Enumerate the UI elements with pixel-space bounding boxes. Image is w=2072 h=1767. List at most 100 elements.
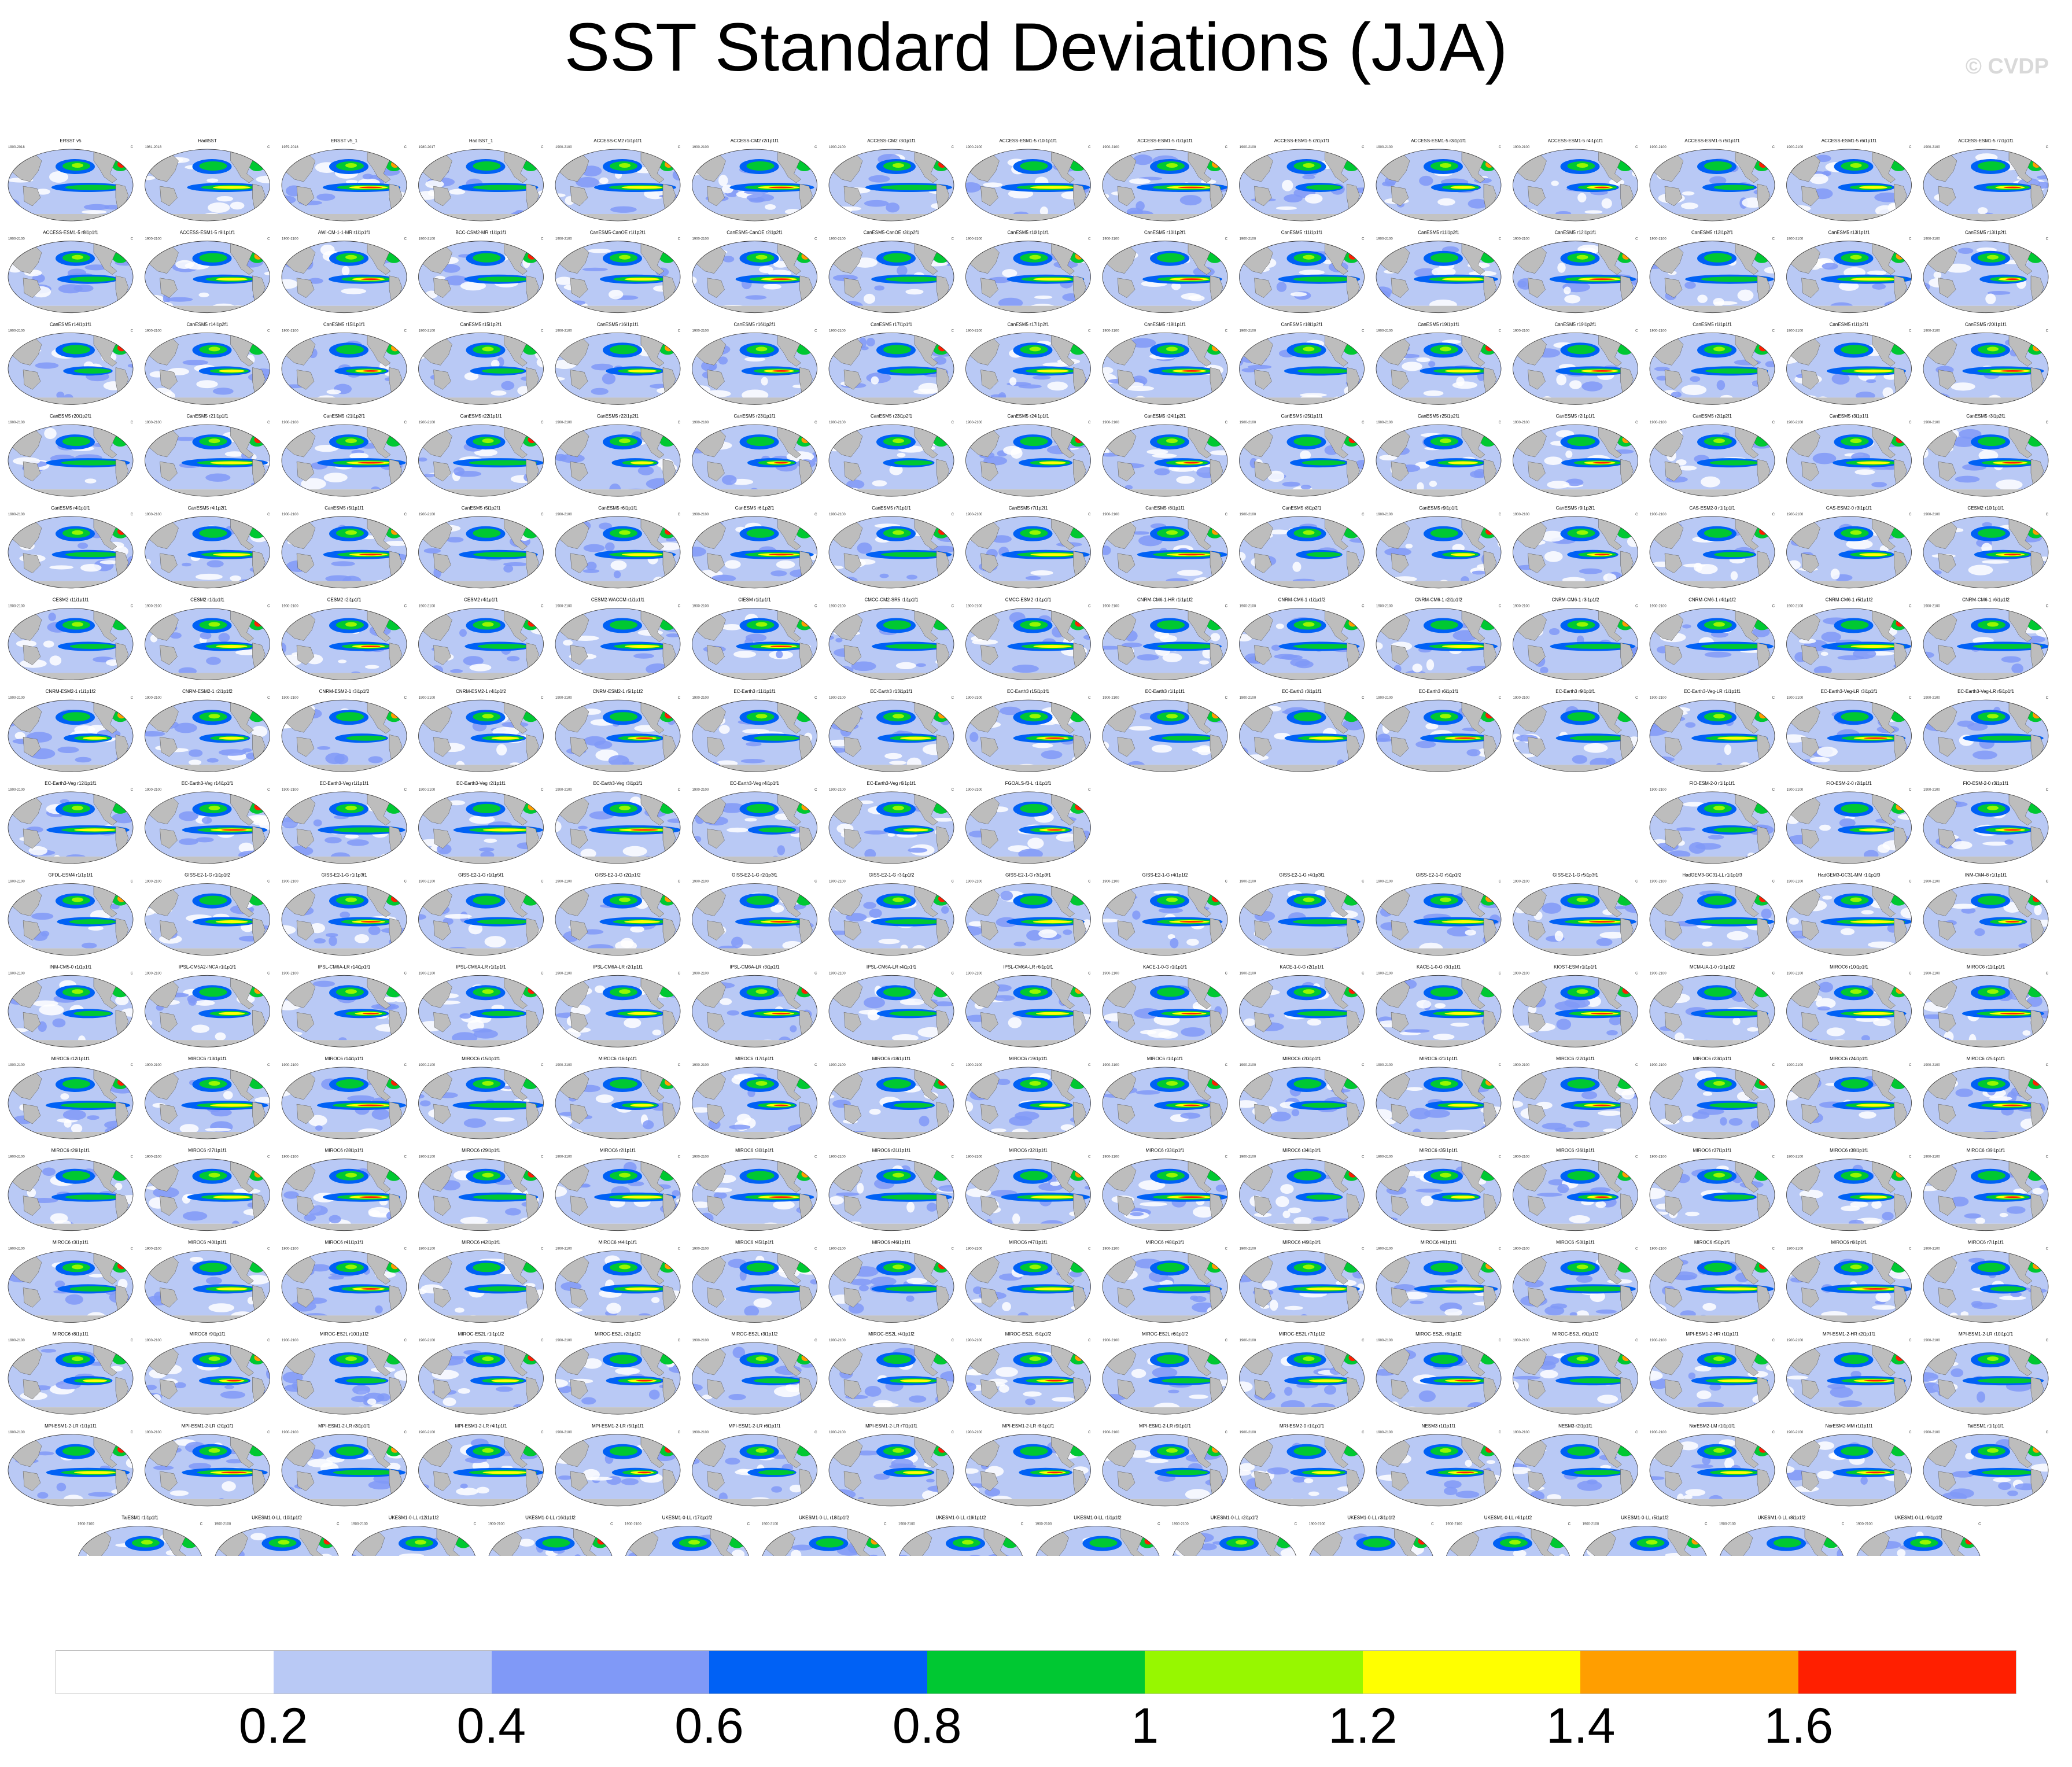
sst-patch [71, 1123, 83, 1134]
panel-units: C [952, 788, 954, 792]
sst-patch [207, 758, 219, 763]
enso-red [636, 737, 653, 739]
sst-patch [501, 381, 515, 390]
sst-patch [722, 185, 733, 194]
sst-patch [325, 752, 345, 765]
sst-patch [1977, 207, 1988, 215]
land-australia [23, 278, 41, 298]
npac-green [1704, 528, 1732, 538]
sst-patch [829, 665, 854, 674]
sst-patch [568, 300, 586, 305]
sst-patch [74, 725, 95, 734]
sst-patch [1632, 278, 1638, 286]
land-antarctica [555, 397, 680, 405]
sst-patch [189, 749, 203, 757]
enso-yellow [1447, 461, 1479, 464]
sst-patch [1158, 1031, 1178, 1039]
land-antarctica [1513, 1040, 1638, 1047]
enso-red [1183, 462, 1200, 464]
sst-patch [878, 939, 900, 945]
sst-patch [1376, 711, 1385, 717]
land-europe [398, 791, 407, 812]
sst-patch [250, 489, 268, 495]
panel-years: 1900-2100 [282, 421, 298, 425]
enso-red [2003, 186, 2022, 189]
npac-green [62, 1079, 90, 1089]
panel-units: C [952, 329, 954, 333]
sst-patch [1492, 575, 1500, 584]
sst-patch [1151, 744, 1173, 753]
panel-title: HadISST_1 [469, 138, 493, 143]
enso-yellow [1850, 278, 1896, 281]
panel-units: C [678, 238, 681, 241]
panel-years: 1900-2100 [966, 329, 983, 333]
sst-patch [555, 431, 567, 441]
sst-patch [983, 182, 1003, 187]
sst-patch [1437, 198, 1455, 206]
enso-red [1179, 921, 1204, 923]
sst-patch [1618, 666, 1636, 674]
npac-yellowgreen [1850, 530, 1862, 535]
sst-patch [918, 382, 940, 394]
npac-yellowgreen [72, 897, 83, 902]
panel-title: CanESM5 r8i1p2f1 [1282, 506, 1322, 511]
panel-years: 1900-2100 [829, 146, 846, 149]
panel-units: C [267, 513, 270, 517]
sst-patch [1544, 456, 1562, 465]
panel-units: C [952, 972, 954, 975]
sst-patch [1730, 571, 1738, 581]
sst-patch [282, 195, 296, 205]
sst-patch [1351, 983, 1365, 992]
sst-patch [182, 562, 191, 567]
land-australia [707, 186, 725, 206]
panel-title: CanESM5 r6i1p2f1 [735, 506, 775, 511]
panel-title: CanESM5 r25i1p1f1 [1281, 414, 1323, 419]
sst-patch [1564, 286, 1571, 294]
sst-patch [555, 309, 570, 313]
panel-units: C [131, 329, 134, 333]
panel-title: CanESM5 r12i1p2f1 [1691, 230, 1734, 235]
panel-years: 1900-2100 [8, 972, 25, 975]
land-europe [124, 700, 133, 720]
land-europe [1629, 516, 1638, 537]
enso-green [1701, 276, 1768, 282]
enso-green [1293, 276, 1355, 282]
land-antarctica [1650, 765, 1775, 772]
land-europe [1219, 333, 1227, 353]
panel-units: C [1499, 605, 1502, 608]
npac-yellowgreen [1576, 530, 1588, 535]
map-outline [418, 149, 544, 222]
land-europe [1766, 241, 1775, 261]
map-outline [1649, 241, 1775, 313]
land-antarctica [145, 673, 270, 680]
sst-patch [1415, 740, 1436, 748]
panel-years: 1900-2100 [1650, 421, 1667, 425]
land-antarctica [1650, 1040, 1775, 1047]
panel-title: IPSL-CM6A-LR r6i1p1f1 [1003, 964, 1053, 969]
panel-units: C [1772, 788, 1775, 792]
enso-red [359, 554, 382, 556]
npac-yellowgreen [1303, 897, 1315, 902]
panel-years: 1900-2100 [966, 146, 983, 149]
map-outline [555, 149, 681, 222]
panel-years: 1900-2100 [1923, 421, 1940, 425]
sst-patch [1465, 929, 1476, 936]
map-outline [1376, 149, 1502, 222]
panel-units: C [541, 513, 544, 517]
sst-patch [340, 912, 351, 918]
panel-title: CIESM r1i1p1f1 [738, 597, 771, 603]
land-europe [945, 883, 954, 904]
land-australia [980, 278, 998, 298]
npac-green [1978, 437, 2005, 447]
land-antarctica [1513, 489, 1638, 497]
npac-green [883, 987, 911, 997]
panel-years: 1900-2100 [1513, 513, 1530, 517]
npac-green [1841, 712, 1869, 722]
